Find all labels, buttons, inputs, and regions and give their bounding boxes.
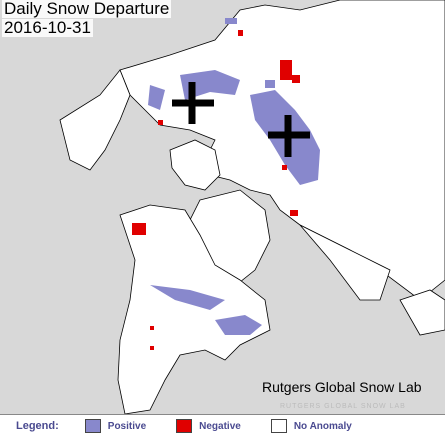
negative-area [282, 165, 287, 170]
title: Daily Snow Departure [2, 0, 172, 18]
negative-anomaly [132, 30, 300, 350]
legend-item: No Anomaly [270, 419, 352, 433]
negative-area [238, 30, 243, 36]
legend-swatch [84, 419, 101, 433]
legend-text: Negative [199, 420, 241, 432]
positive-area [150, 285, 225, 310]
negative-area [150, 346, 154, 350]
legend-swatch [270, 419, 287, 433]
marker-crosses [172, 82, 310, 157]
negative-area [290, 210, 298, 216]
positive-area [148, 85, 165, 110]
negative-area [150, 326, 154, 330]
legend-label: Legend: [16, 420, 59, 432]
legend-text: Positive [107, 420, 147, 432]
legend-swatch [176, 419, 193, 433]
legend-text: No Anomaly [293, 420, 352, 432]
date: 2016-10-31 [2, 18, 93, 37]
north-america [117, 204, 271, 414]
negative-area [292, 75, 300, 83]
western-land [59, 69, 131, 171]
map [0, 0, 445, 414]
positive-area [265, 80, 275, 88]
legend-item: Positive [84, 419, 147, 433]
credit: Rutgers Global Snow Lab [262, 379, 422, 395]
watermark: RUTGERS GLOBAL SNOW LAB [280, 403, 406, 410]
negative-area [158, 120, 163, 125]
east-asia [299, 224, 391, 301]
africa [399, 289, 445, 336]
negative-area [280, 60, 292, 80]
arctic-island [169, 139, 221, 191]
positive-area [225, 18, 237, 24]
legend-item: Negative [176, 419, 241, 433]
positive-area [215, 315, 262, 335]
negative-area [132, 223, 146, 235]
legend: Legend: Positive Negative No Anomaly [0, 414, 445, 437]
